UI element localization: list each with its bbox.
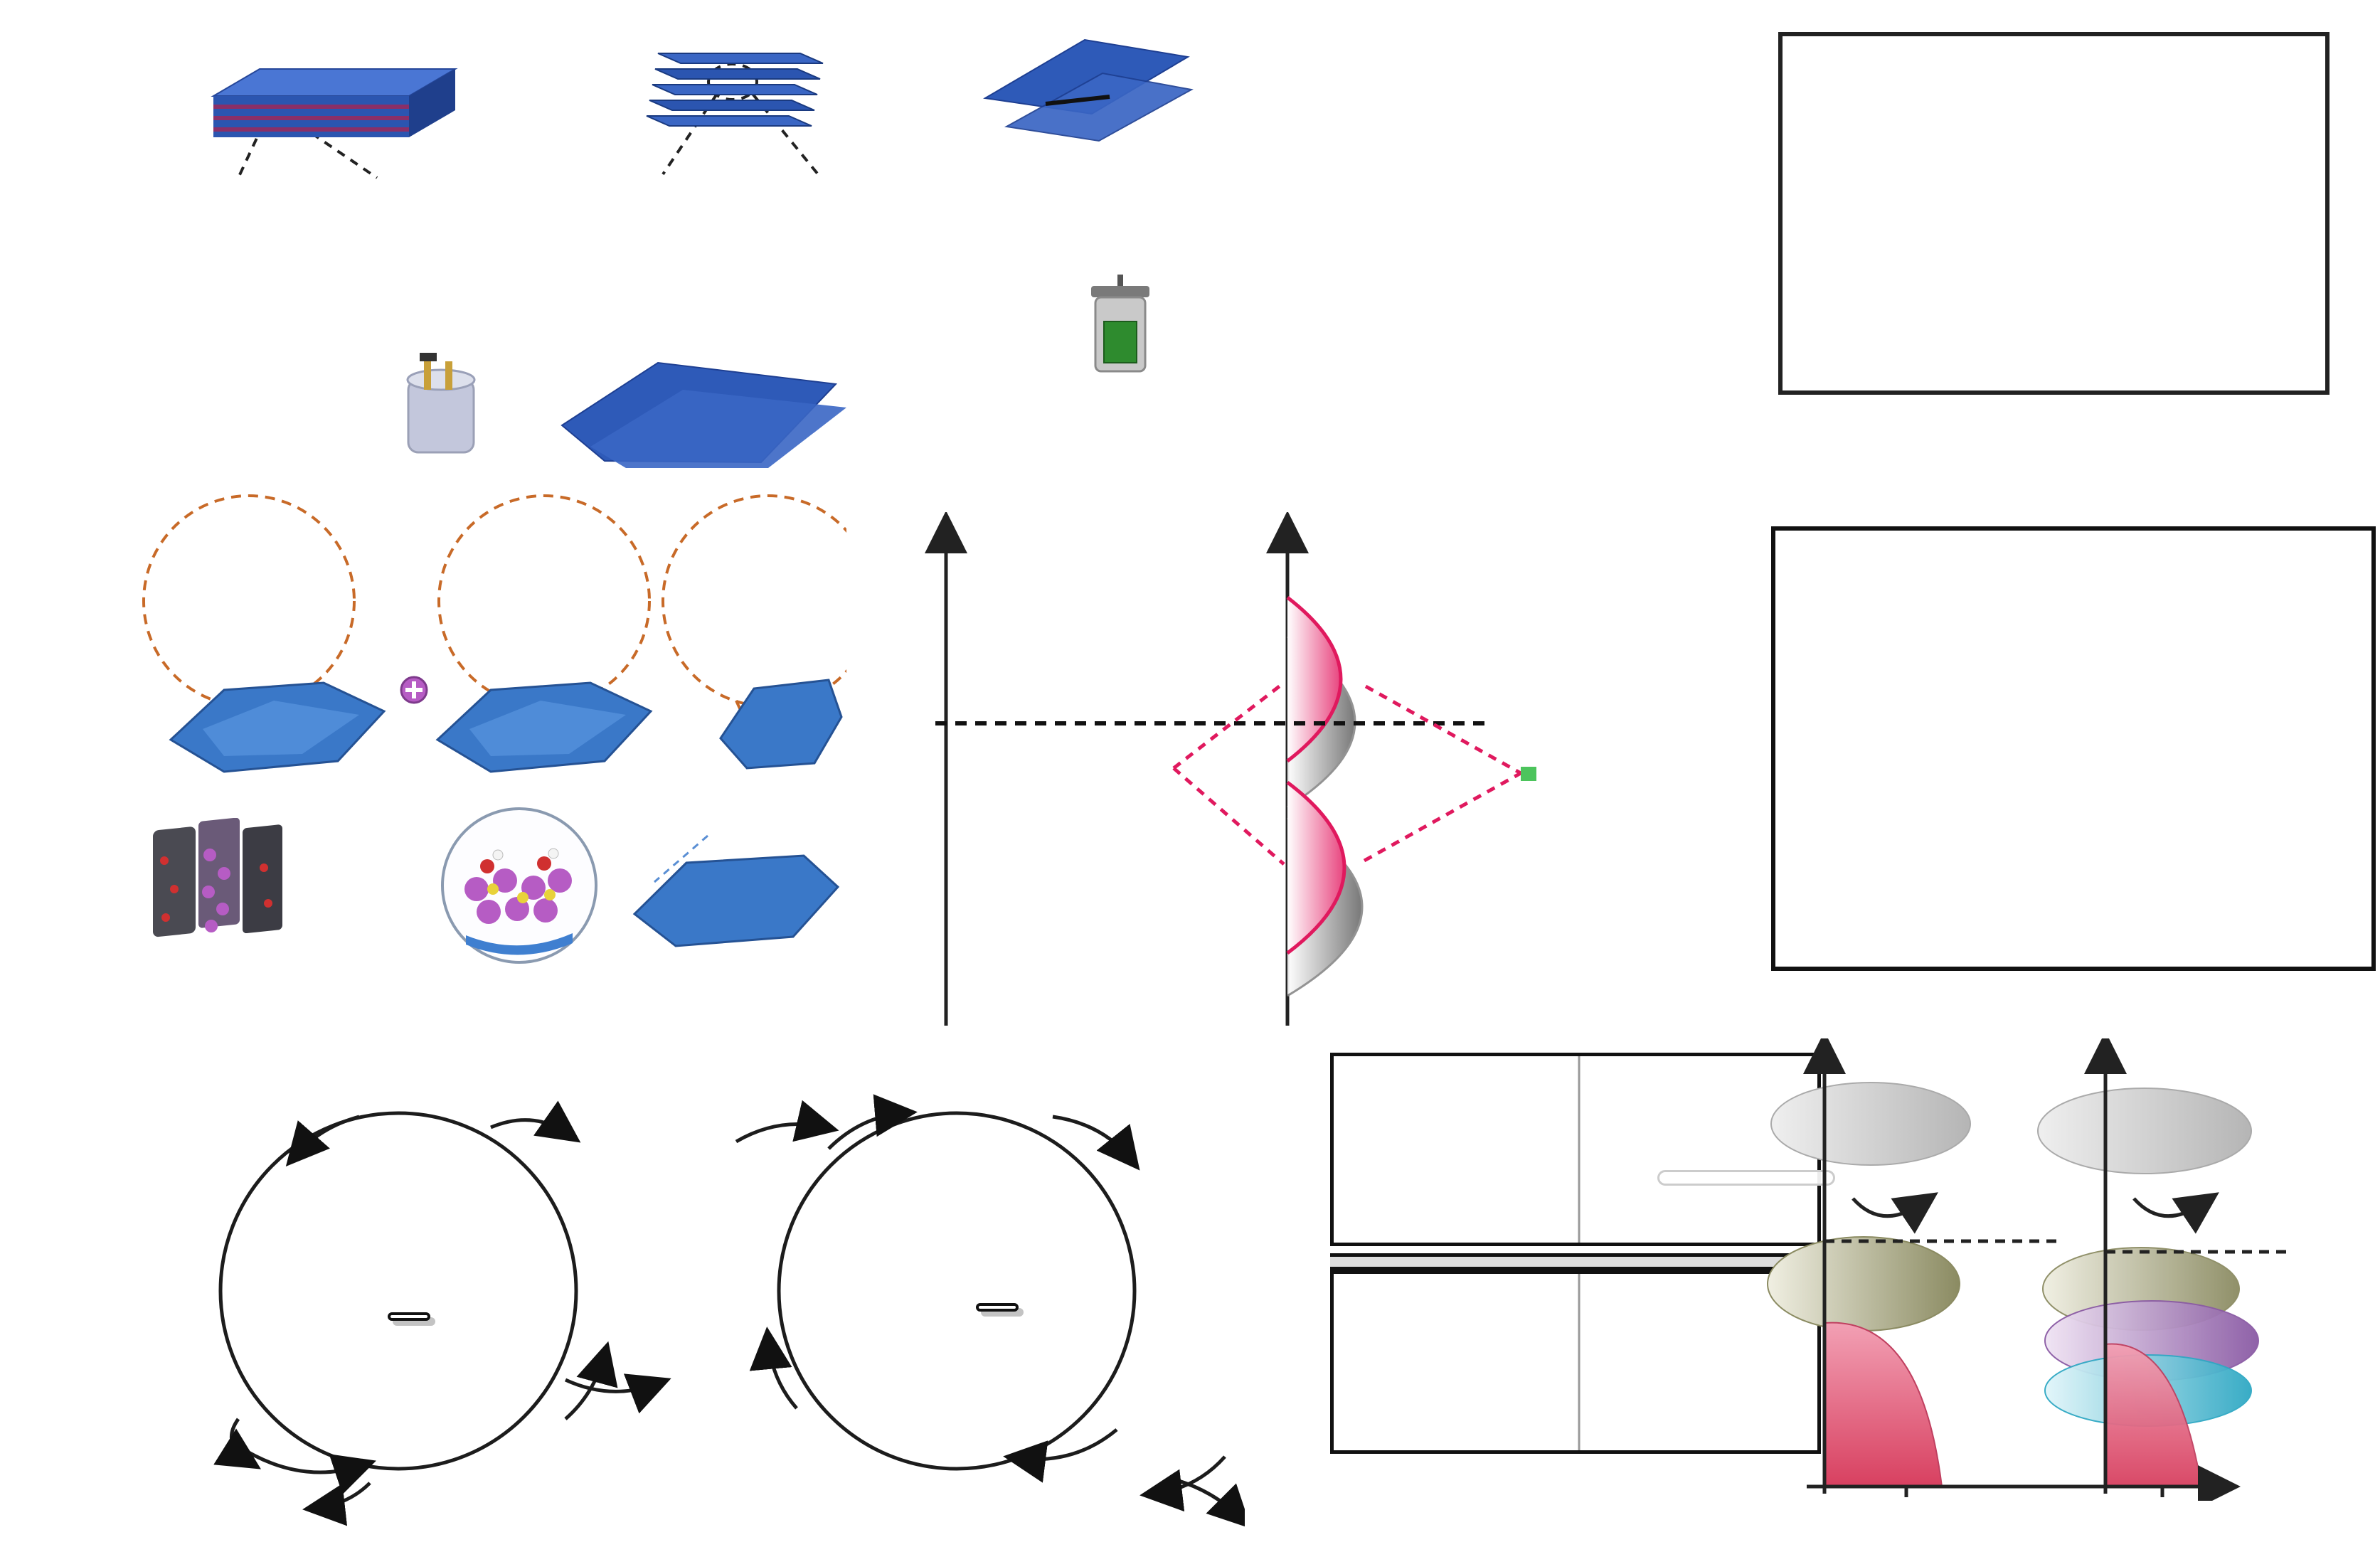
pdos-top-frame	[1330, 1053, 1821, 1246]
electrostatic-arrow	[398, 701, 469, 736]
band1-h2o-o2	[1832, 1149, 1839, 1193]
lom-lattice-oxygen	[1112, 1186, 1265, 1339]
mxene-structure-zoom-1	[228, 135, 441, 349]
pdos-axis-break	[1330, 1253, 1821, 1270]
delaminated-flake	[983, 38, 1194, 142]
ads-level-bar	[1521, 767, 1536, 781]
autoclave-icon	[1091, 275, 1149, 373]
lom-oh-intermediate	[918, 1038, 1060, 1181]
cathode-reaction-zoom	[441, 807, 597, 964]
down-arrow	[1087, 149, 1130, 270]
aem-ooh-intermediate	[420, 1403, 562, 1545]
panel-c-plot-frame	[1778, 32, 2329, 395]
panel-f-plot-frame	[1771, 526, 2376, 971]
pdos-bottom-waveform	[1578, 1274, 1581, 1450]
panel-e-plot	[925, 512, 1536, 1026]
ruox-flake	[719, 679, 843, 770]
ru-mxene-product-flake	[561, 361, 846, 468]
lom-oer-box	[976, 1303, 1019, 1312]
pdos-bottom-frame	[1330, 1270, 1821, 1454]
beaker-icon	[406, 353, 476, 454]
v2ctx-flake	[169, 681, 386, 773]
aem-oer-box	[388, 1312, 430, 1321]
shared-active-site	[635, 1172, 788, 1325]
sonication-arrow	[843, 71, 971, 111]
band-diagrams	[1767, 1038, 2290, 1501]
band2-h2o-o2	[2113, 1149, 2123, 1193]
aem-o-intermediate	[181, 1182, 334, 1335]
ru-ru2p-flake-dots2	[626, 843, 846, 957]
aem-oh-intermediate	[370, 1040, 512, 1182]
ru-ru2p-flake	[632, 854, 840, 947]
etch-arrow	[455, 77, 633, 122]
etched-mxene-stack	[646, 53, 824, 127]
pdos-legend	[1657, 1170, 1835, 1186]
panel-b	[1174, 18, 1629, 487]
v2ctx-layers-zoom	[149, 501, 349, 701]
aemwe-device-icon	[153, 818, 282, 937]
ru-adsorbed-flake	[435, 681, 653, 773]
max-phase-slab	[211, 68, 458, 137]
aggregate-arrow	[662, 701, 726, 736]
panel-g-cycles	[213, 1094, 1245, 1529]
cation-icon	[400, 676, 428, 704]
pdos-top-waveform	[1578, 1056, 1581, 1243]
lom-o-teal-intermediate	[918, 1403, 1060, 1545]
ru-adsorbed-layers-zoom	[445, 501, 644, 701]
